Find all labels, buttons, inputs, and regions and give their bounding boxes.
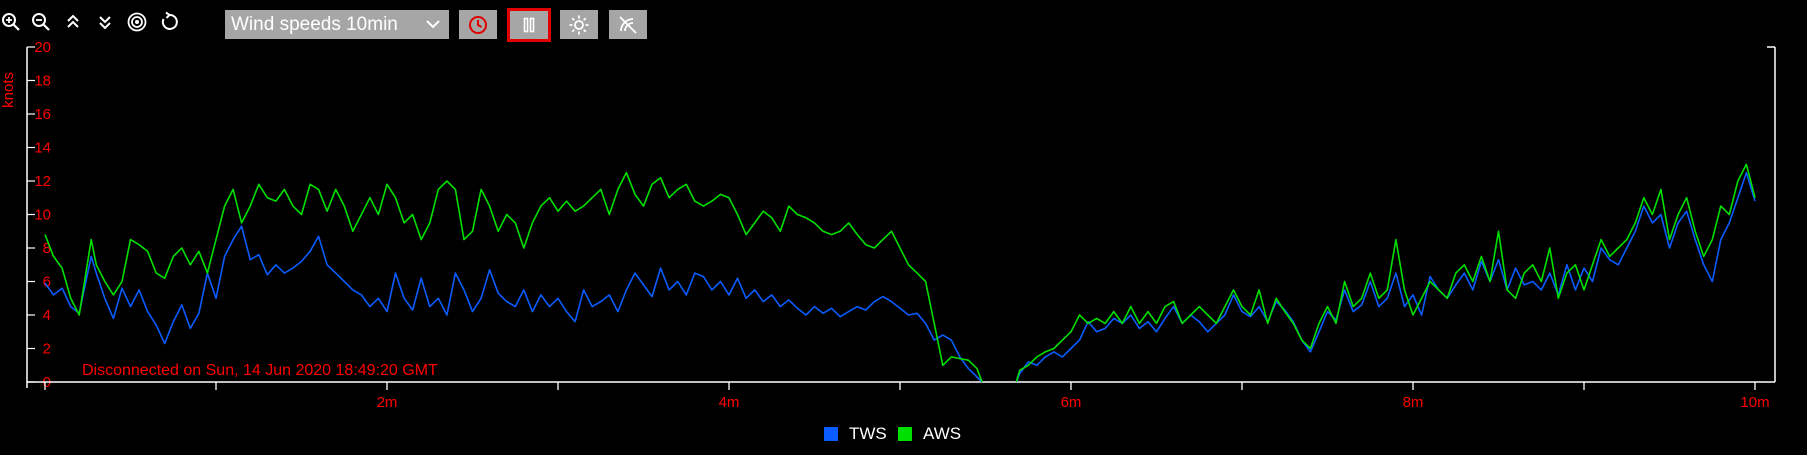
chart-select-value: Wind speeds 10min	[231, 14, 398, 35]
disconnected-status: Disconnected on Sun, 14 Jun 2020 18:49:2…	[82, 362, 438, 379]
no-connection-button[interactable]	[609, 10, 647, 39]
y-tick-label: 14	[34, 140, 51, 157]
y-tick-label: 8	[43, 240, 51, 257]
y-tick-label: 16	[34, 106, 51, 123]
x-tick-label: 4m	[719, 394, 740, 411]
legend-label-aws: AWS	[923, 424, 962, 443]
brightness-icon	[569, 15, 589, 35]
y-tick-label: 18	[34, 73, 51, 90]
reset-icon[interactable]	[158, 11, 180, 33]
x-tick-label: 8m	[1403, 394, 1424, 411]
y-tick-label: 6	[43, 274, 51, 291]
chart-select[interactable]: Wind speeds 10min	[225, 10, 449, 39]
toolbar: Wind speeds 10min	[0, 5, 700, 42]
y-tick-label: 2	[43, 341, 51, 358]
no-connection-icon	[619, 16, 637, 34]
series-layer	[44, 163, 1756, 383]
x-tick-label: 10m	[1740, 394, 1769, 411]
clock-icon	[469, 16, 487, 34]
x-tick-label: 2m	[377, 394, 398, 411]
double-chevron-up-icon[interactable]	[62, 11, 84, 33]
y-tick-label: 4	[43, 307, 51, 324]
y-tick-label: 10	[34, 207, 51, 224]
legend-label-tws: TWS	[849, 424, 887, 443]
brightness-button[interactable]	[560, 10, 598, 39]
series-line-aws	[44, 163, 1756, 383]
target-icon[interactable]	[126, 11, 148, 33]
x-axis: 2m 4m 6m 8m 10m	[27, 381, 1775, 411]
double-chevron-down-icon[interactable]	[94, 11, 116, 33]
y-axis: 02468101214161820	[26, 40, 1776, 391]
y-tick-label: 20	[34, 40, 51, 56]
clock-button[interactable]	[459, 10, 497, 39]
series-line-tws	[44, 171, 1756, 383]
zoom-in-icon[interactable]	[0, 11, 22, 33]
chevron-down-icon	[426, 20, 440, 29]
x-tick-label: 6m	[1061, 394, 1082, 411]
legend-swatch-tws	[824, 427, 838, 441]
y-tick-label: 12	[34, 173, 51, 190]
pause-icon	[523, 17, 535, 33]
legend-swatch-aws	[898, 427, 912, 441]
y-axis-label: knots	[0, 72, 17, 108]
zoom-out-icon[interactable]	[30, 11, 52, 33]
pause-button[interactable]	[507, 8, 551, 42]
